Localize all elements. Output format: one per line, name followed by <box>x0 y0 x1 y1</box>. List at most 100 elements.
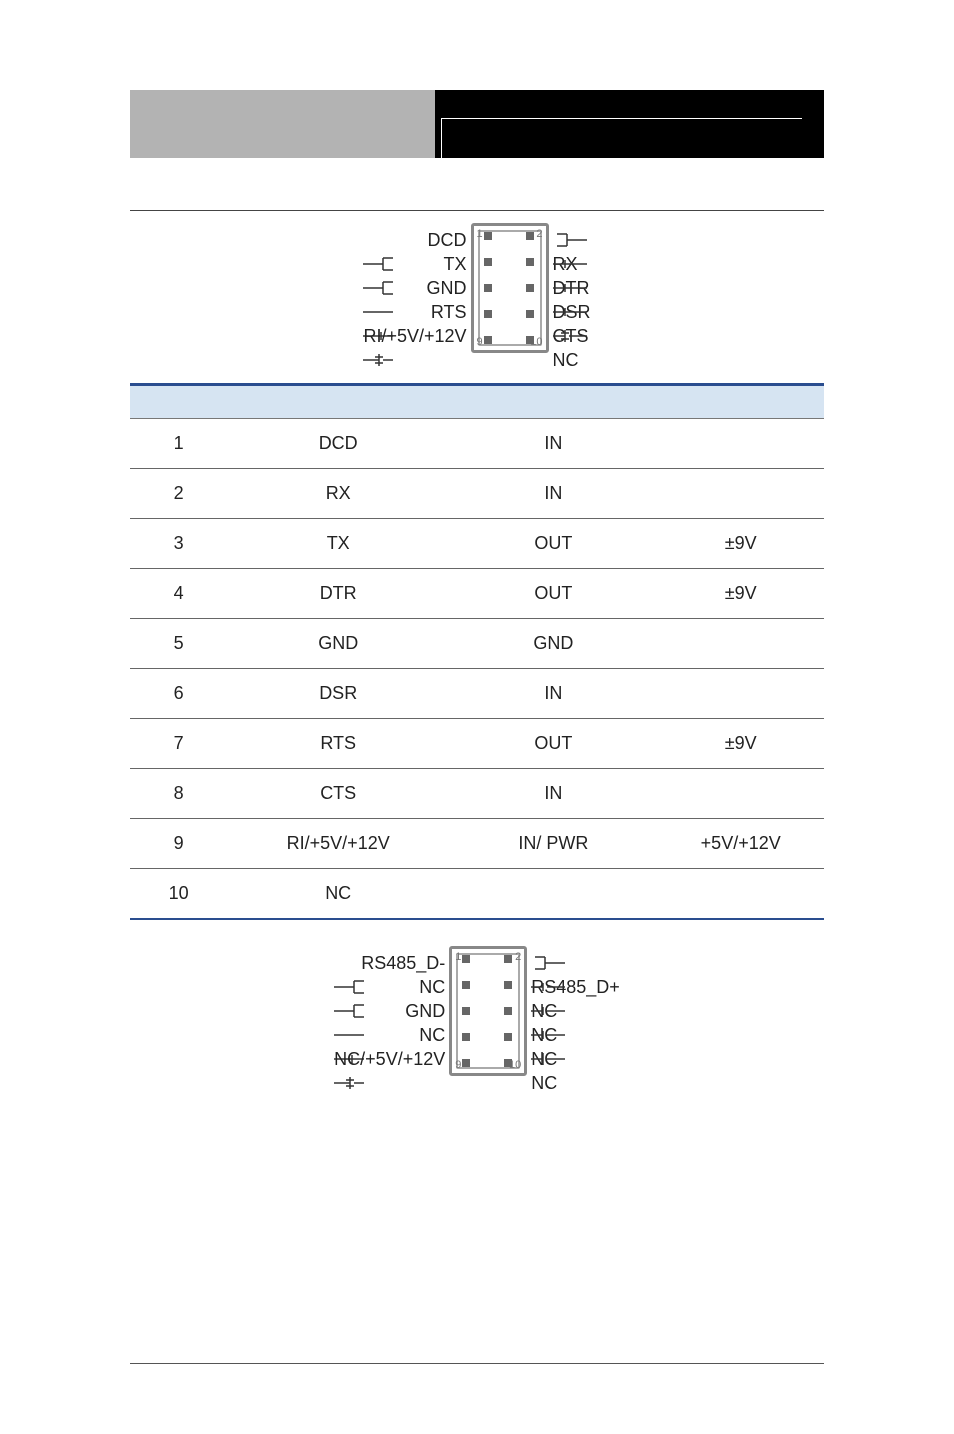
table-cell: IN/ PWR <box>449 819 657 869</box>
pin-dot-icon <box>462 1007 470 1015</box>
table-cell: GND <box>449 619 657 669</box>
pin-dot-icon <box>526 310 534 318</box>
table-row: 2RXIN <box>130 469 824 519</box>
corner-number: 2 <box>515 951 521 963</box>
table-cell: 5 <box>130 619 227 669</box>
table-cell: IN <box>449 769 657 819</box>
pin-label: RS485_D- <box>361 953 445 973</box>
table-cell: DSR <box>227 669 449 719</box>
connector-icon: 1 2 9 10 <box>449 946 527 1076</box>
table-cell <box>657 669 824 719</box>
table-cell: IN <box>449 469 657 519</box>
pinout-right-labels: RX DTR DSR CTS NC <box>553 228 591 348</box>
table-row: 7RTSOUT±9V <box>130 719 824 769</box>
table-cell: 1 <box>130 419 227 469</box>
section-divider <box>130 210 824 211</box>
table-cell <box>657 469 824 519</box>
table-cell <box>657 769 824 819</box>
table-cell: 9 <box>130 819 227 869</box>
pinout-right-labels: RS485_D+ NC NC NC NC <box>531 951 620 1071</box>
table-cell: DCD <box>227 419 449 469</box>
pin-dot-icon <box>526 232 534 240</box>
pin-dot-icon <box>504 1007 512 1015</box>
pin-dots-right <box>504 955 514 1067</box>
table-cell: IN <box>449 419 657 469</box>
table-cell: NC <box>227 869 449 919</box>
table-header-cell <box>227 385 449 419</box>
pin-label: GND <box>405 1001 445 1021</box>
corner-number: 1 <box>477 228 483 240</box>
pin-assignment-table: 1DCDIN2RXIN3TXOUT±9V4DTROUT±9V5GNDGND6DS… <box>130 383 824 920</box>
table-cell: CTS <box>227 769 449 819</box>
pin-label: NC <box>419 977 445 997</box>
pin-dot-icon <box>484 284 492 292</box>
table-cell: RTS <box>227 719 449 769</box>
table-cell: GND <box>227 619 449 669</box>
table-row: 8CTSIN <box>130 769 824 819</box>
corner-number: 2 <box>536 228 542 240</box>
table-cell: ±9V <box>657 519 824 569</box>
table-header-cell <box>130 385 227 419</box>
table-cell: TX <box>227 519 449 569</box>
pin-dot-icon <box>484 258 492 266</box>
table-row: 9RI/+5V/+12VIN/ PWR+5V/+12V <box>130 819 824 869</box>
table-header-cell <box>449 385 657 419</box>
page-header-band <box>130 90 824 158</box>
pin-dot-icon <box>526 284 534 292</box>
table-header-cell <box>657 385 824 419</box>
pinout-left-labels: DCD TX GND RTS RI/+5V/+12V <box>363 228 466 348</box>
corner-number: 1 <box>455 951 461 963</box>
pin-dot-icon <box>484 336 492 344</box>
table-cell: 6 <box>130 669 227 719</box>
lead-line-icon <box>531 951 565 975</box>
pin-dots-left <box>484 232 494 344</box>
pin-label: RTS <box>431 302 467 322</box>
table-body: 1DCDIN2RXIN3TXOUT±9V4DTROUT±9V5GNDGND6DS… <box>130 419 824 919</box>
lead-line-icon <box>553 228 587 252</box>
pin-dot-icon <box>462 1059 470 1067</box>
pinout-diagram-rs485: RS485_D- NC GND NC NC/+5V/+12V 1 2 9 10 <box>130 946 824 1076</box>
table-row: 3TXOUT±9V <box>130 519 824 569</box>
pin-dot-icon <box>504 955 512 963</box>
pin-dots-right <box>526 232 536 344</box>
pin-dot-icon <box>462 1033 470 1041</box>
pin-label: TX <box>444 254 467 274</box>
pin-dot-icon <box>462 955 470 963</box>
header-inner-rule <box>441 118 802 158</box>
table-cell <box>657 619 824 669</box>
table-row: 1DCDIN <box>130 419 824 469</box>
table-cell: IN <box>449 669 657 719</box>
pin-label: DCD <box>428 230 467 250</box>
pin-dot-icon <box>484 232 492 240</box>
table-cell: 4 <box>130 569 227 619</box>
footer-rule <box>130 1363 824 1364</box>
pin-label: GND <box>427 278 467 298</box>
pin-label: NC <box>419 1025 445 1045</box>
pin-dots-left <box>462 955 472 1067</box>
table-cell <box>657 419 824 469</box>
corner-number: 9 <box>455 1059 461 1071</box>
table-cell: RX <box>227 469 449 519</box>
pin-dot-icon <box>504 1059 512 1067</box>
pinout-left-labels: RS485_D- NC GND NC NC/+5V/+12V <box>334 951 445 1071</box>
table-cell <box>657 869 824 919</box>
table-row: 10NC <box>130 869 824 919</box>
connector-icon: 1 2 9 10 <box>471 223 549 353</box>
table-cell: +5V/+12V <box>657 819 824 869</box>
pin-label: NC <box>553 350 579 370</box>
table-cell: OUT <box>449 569 657 619</box>
table-header-row <box>130 385 824 419</box>
table-cell: 8 <box>130 769 227 819</box>
pin-label: RS485_D+ <box>531 977 620 997</box>
table-row: 4DTROUT±9V <box>130 569 824 619</box>
table-cell: DTR <box>227 569 449 619</box>
header-black-block <box>435 90 824 158</box>
pinout-diagram-rs232: DCD TX GND RTS RI/+5V/+12V 1 2 9 10 <box>130 223 824 353</box>
table-cell: ±9V <box>657 719 824 769</box>
pin-label: RI/+5V/+12V <box>363 326 466 346</box>
table-row: 5GNDGND <box>130 619 824 669</box>
pin-dot-icon <box>526 258 534 266</box>
lead-line-icon <box>334 1071 368 1095</box>
page-content: DCD TX GND RTS RI/+5V/+12V 1 2 9 10 <box>130 210 824 1106</box>
pin-dot-icon <box>484 310 492 318</box>
